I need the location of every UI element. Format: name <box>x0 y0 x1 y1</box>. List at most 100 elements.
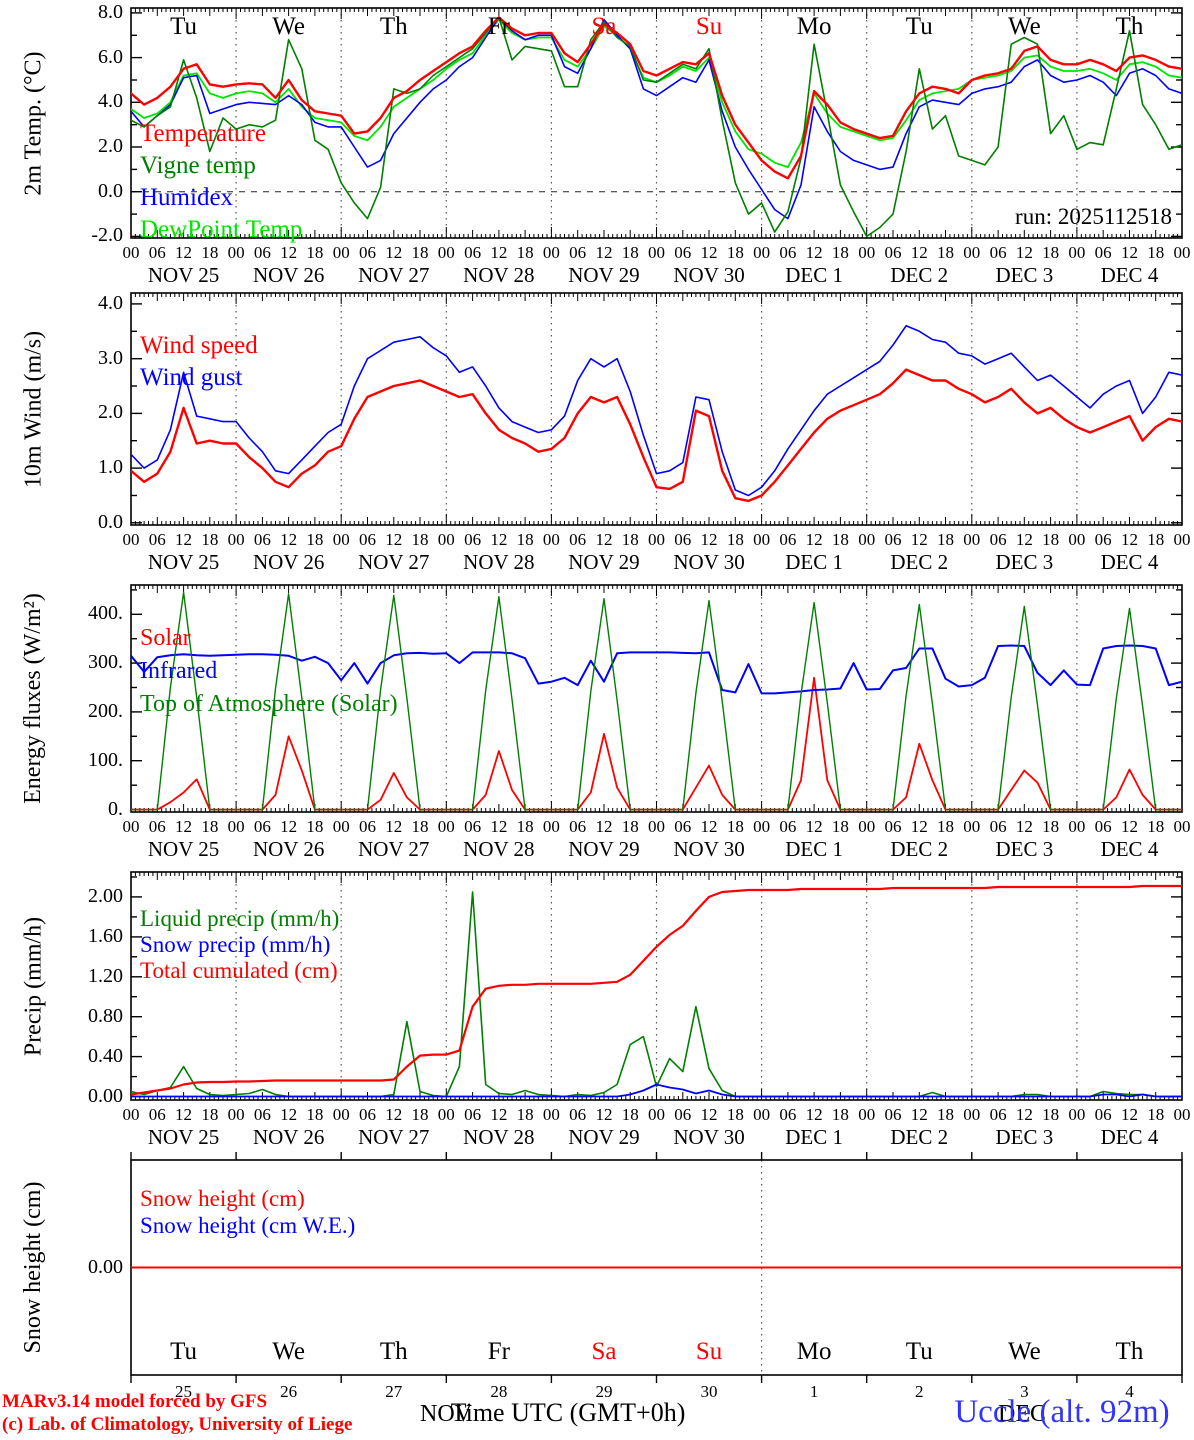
x-tick-label: 12 <box>385 1105 403 1124</box>
y-tick-label: 8.0 <box>98 0 123 23</box>
x-tick-label: 06 <box>779 817 797 836</box>
x-date-label: DEC 3 <box>995 550 1054 574</box>
month-label-dec: DEC <box>998 1401 1046 1427</box>
legend-item-wind-gust: Wind gust <box>140 364 243 391</box>
x-date-label: NOV 27 <box>358 263 430 287</box>
x-date-label: DEC 1 <box>785 837 844 861</box>
legend-item-temperature: Temperature <box>140 120 266 147</box>
legend-item-snow-precip: Snow precip (mm/h) <box>140 932 331 957</box>
x-tick-label: 00 <box>122 243 140 262</box>
x-tick-label: 12 <box>490 530 508 549</box>
x-tick-label: 00 <box>648 243 665 262</box>
x-tick-label: 12 <box>385 530 403 549</box>
x-date-label: NOV 30 <box>673 1125 745 1149</box>
x-tick-label: 06 <box>569 817 587 836</box>
x-date-label: DEC 4 <box>1100 1125 1159 1149</box>
day-label-bottom: Tu <box>905 1338 933 1365</box>
y-axis-title-energy: Energy fluxes (W/m²) <box>20 593 46 804</box>
x-tick-label: 00 <box>858 530 876 549</box>
legend-item-liquid-precip: Liquid precip (mm/h) <box>140 906 340 931</box>
x-tick-label: 00 <box>437 530 455 549</box>
x-tick-label: 00 <box>753 1105 771 1124</box>
x-tick-label: 12 <box>175 817 193 836</box>
x-tick-label: 06 <box>674 1105 692 1124</box>
x-tick-label: 18 <box>937 243 955 262</box>
y-tick-label: 0.40 <box>88 1044 123 1067</box>
y-tick-label: 2.0 <box>98 401 123 424</box>
x-tick-label: 12 <box>595 817 613 836</box>
y-tick-label: 1.60 <box>88 924 123 947</box>
x-tick-label: 00 <box>227 817 245 836</box>
x-tick-label: 06 <box>779 243 797 262</box>
bottom-date-label: 28 <box>490 1382 508 1401</box>
x-tick-label: 06 <box>1094 530 1112 549</box>
x-tick-label: 12 <box>700 817 718 836</box>
x-date-label: NOV 27 <box>358 550 430 574</box>
legend-item-infrared: Infrared <box>140 658 218 684</box>
y-tick-label: 200. <box>88 699 123 722</box>
y-tick-label: 3.0 <box>98 346 123 369</box>
x-tick-label: 12 <box>1120 1105 1138 1124</box>
x-tick-label: 18 <box>306 243 324 262</box>
x-tick-label: 00 <box>648 817 665 836</box>
bottom-date-label: 26 <box>280 1382 298 1401</box>
x-tick-label: 00 <box>332 530 350 549</box>
day-label: Mo <box>796 13 832 40</box>
x-date-label: NOV 30 <box>673 550 745 574</box>
x-date-label: DEC 4 <box>1100 837 1159 861</box>
x-tick-label: 06 <box>884 1105 902 1124</box>
x-tick-label: 12 <box>385 817 403 836</box>
x-tick-label: 12 <box>280 817 298 836</box>
x-tick-label: 12 <box>280 1105 298 1124</box>
x-date-label: NOV 25 <box>147 263 220 287</box>
legend-item-wind-speed: Wind speed <box>140 332 258 359</box>
x-tick-label: 06 <box>884 530 902 549</box>
x-tick-label: 06 <box>148 817 166 836</box>
x-tick-label: 12 <box>805 1105 823 1124</box>
x-tick-label: 18 <box>1147 243 1165 262</box>
x-tick-label: 00 <box>858 817 876 836</box>
x-tick-label: 12 <box>700 243 718 262</box>
x-tick-label: 12 <box>1015 530 1033 549</box>
x-tick-label: 00 <box>753 817 771 836</box>
y-tick-label: 400. <box>88 602 123 625</box>
x-tick-label: 06 <box>253 817 271 836</box>
x-tick-label: 06 <box>253 530 271 549</box>
x-tick-label: 12 <box>910 243 928 262</box>
x-tick-label: 12 <box>1015 817 1033 836</box>
y-tick-label: 4.0 <box>98 291 123 314</box>
x-tick-label: 00 <box>122 1105 140 1124</box>
x-date-label: NOV 26 <box>252 837 325 861</box>
x-tick-label: 12 <box>1120 243 1138 262</box>
day-label: We <box>272 13 305 40</box>
x-tick-label: 12 <box>910 1105 928 1124</box>
x-tick-label: 12 <box>1120 530 1138 549</box>
x-tick-label: 00 <box>332 817 350 836</box>
x-tick-label: 18 <box>726 530 744 549</box>
y-tick-label: 0.00 <box>88 1084 123 1107</box>
day-label-bottom: We <box>1007 1338 1041 1365</box>
legend-item-total-cumulated: Total cumulated (cm) <box>140 958 338 983</box>
x-tick-label: 18 <box>201 530 219 549</box>
run-label: run: 2025112518 <box>1015 204 1172 229</box>
x-tick-label: 00 <box>858 243 876 262</box>
bottom-date-label: 25 <box>175 1382 193 1401</box>
x-date-label: NOV 29 <box>568 263 640 287</box>
x-date-label: DEC 3 <box>995 263 1054 287</box>
x-tick-label: 18 <box>306 530 324 549</box>
x-tick-label: 00 <box>437 817 455 836</box>
x-tick-label: 18 <box>831 1105 849 1124</box>
x-tick-label: 12 <box>280 243 298 262</box>
legend-item-solar: Solar <box>140 625 191 651</box>
x-tick-label: 18 <box>831 243 849 262</box>
legend-item-snow-height: Snow height (cm) <box>140 1186 305 1211</box>
y-tick-label: 2.0 <box>98 135 123 158</box>
x-tick-label: 06 <box>884 243 902 262</box>
y-tick-label: 300. <box>88 651 123 674</box>
month-label-nov: NOV <box>420 1401 472 1427</box>
x-tick-label: 06 <box>989 817 1007 836</box>
y-tick-label: 1.0 <box>98 456 123 479</box>
x-date-label: DEC 1 <box>785 263 844 287</box>
legend-panel-energy: Solar Infrared Top of Atmosphere (Solar) <box>140 622 398 721</box>
y-axis-title-temperature: 2m Temp. (°C) <box>20 51 47 196</box>
